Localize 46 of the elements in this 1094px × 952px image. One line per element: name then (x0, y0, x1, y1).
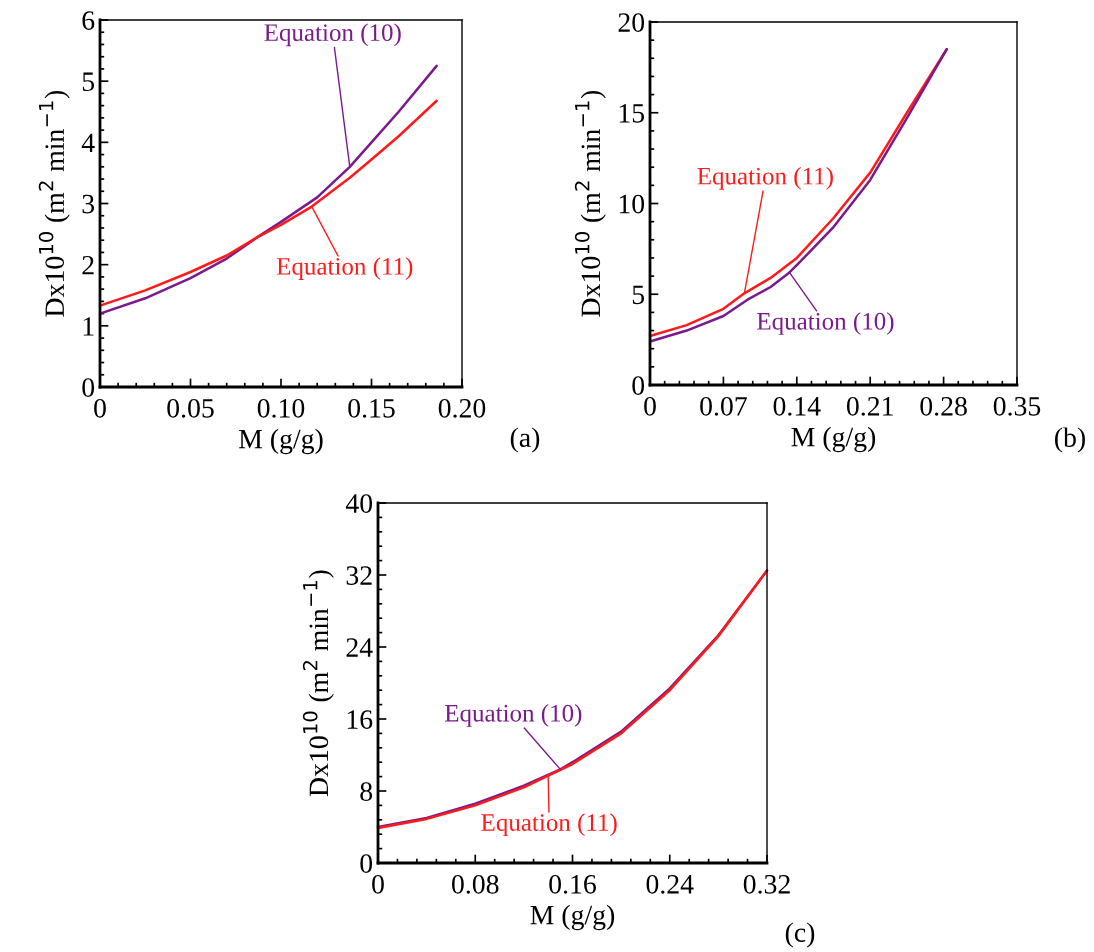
annotation: Equation (10) (444, 704, 582, 727)
y-axis-title: Dx10$^{10}$ (m$^{2}$ min$^{−1}$) (574, 90, 606, 317)
y-tick-label: 10 (619, 194, 645, 214)
y-tick-label: 40 (345, 494, 373, 513)
y-tick-label: 24 (346, 638, 373, 657)
x-tick-label: 0.05 (167, 398, 214, 418)
x-axis-title: M (g/g) (238, 428, 323, 455)
x-axis-title: M (g/g) (530, 904, 615, 931)
x-tick-label: 0.08 (452, 874, 499, 894)
y-tick-label: 5 (82, 72, 95, 92)
text: (c) (785, 922, 815, 948)
y-tick-label: 0 (82, 378, 95, 397)
y-tick-label: 3 (82, 194, 95, 214)
y-axis-title: Dx10$^{10}$ (m$^{2}$ min$^{−1}$) (38, 90, 70, 317)
annotation: Equation (11) (481, 813, 617, 837)
y-tick-label: 32 (346, 566, 372, 585)
y-tick-label: 2 (82, 255, 94, 275)
y-tick-label: 5 (632, 285, 645, 305)
annotation: Equation (10) (757, 312, 894, 335)
x-tick-label: 0.15 (348, 398, 395, 418)
x-tick-label: 0.32 (743, 874, 790, 894)
text: (a) (510, 427, 540, 453)
y-tick-label: 4 (81, 133, 95, 152)
y-axis-title: Dx10$^{10}$ (m$^{2}$ min$^{−1}$) (302, 570, 334, 797)
y-tick-label: 8 (360, 782, 373, 801)
x-tick-label: 0.10 (257, 398, 305, 418)
y-tick-label: 15 (619, 104, 645, 123)
x-tick-label: 0.20 (438, 398, 486, 418)
x-axis-title: M (g/g) (791, 426, 876, 453)
y-tick-label: 1 (83, 317, 94, 336)
y-tick-label: 0 (360, 854, 373, 873)
x-tick-label: 0.24 (646, 874, 694, 894)
x-tick-label: 0.14 (773, 396, 821, 416)
annotation: Equation (11) (276, 257, 413, 280)
x-tick-label: 0.21 (846, 396, 893, 416)
text: (b) (1055, 427, 1085, 453)
x-tick-label: 0.07 (700, 396, 747, 416)
x-tick-label: 0.28 (920, 396, 967, 416)
annotation: Equation (10) (264, 23, 401, 47)
x-tick-label: 0.16 (549, 874, 596, 894)
y-tick-label: 6 (82, 11, 95, 30)
annotation: Equation (11) (697, 167, 833, 190)
y-tick-label: 20 (618, 13, 645, 32)
y-tick-label: 0 (632, 376, 645, 395)
x-tick-label: 0.35 (993, 396, 1041, 416)
y-tick-label: 16 (347, 710, 373, 729)
